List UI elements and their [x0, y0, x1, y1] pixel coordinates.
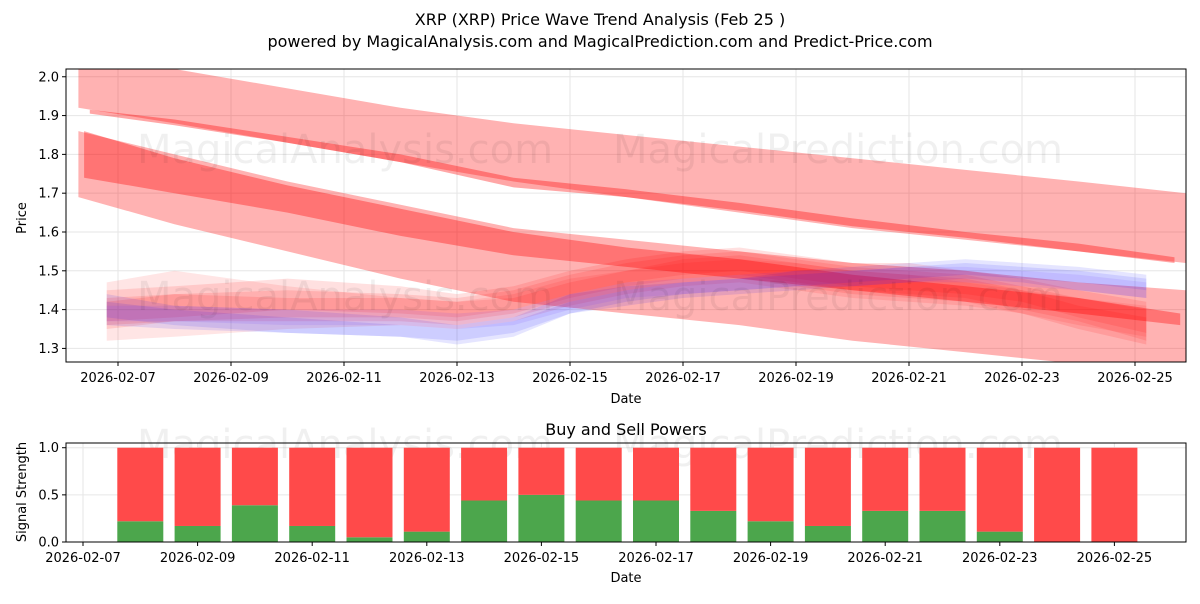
buy-power-bar	[231, 505, 278, 542]
sell-power-bar	[289, 447, 336, 526]
power-x-tick-label: 2026-02-25	[1077, 551, 1153, 566]
power-x-tick-label: 2026-02-15	[504, 551, 580, 566]
sell-power-bar	[231, 447, 278, 506]
watermark-prediction-top: MagicalPrediction.com	[613, 127, 1063, 173]
power-y-axis-label: Signal Strength	[15, 442, 30, 542]
watermark-prediction-mid: MagicalPrediction.com	[613, 274, 1063, 320]
price-band-3	[89, 109, 1175, 263]
power-y-ticks: 0.0 0.5 1.0	[38, 441, 66, 551]
price-y-ticks: 1.3 1.4 1.5 1.6 1.7 1.8 1.9 2.0	[38, 70, 66, 357]
power-chart-title: Buy and Sell Powers	[545, 420, 707, 439]
power-axes-frame	[65, 442, 1187, 543]
buy-power-bar	[862, 510, 909, 542]
price-band-6	[106, 247, 1147, 333]
price-x-tick-label: 2026-02-17	[645, 371, 721, 386]
price-band-7	[106, 259, 1147, 341]
buy-power-bar	[633, 500, 679, 542]
price-y-tick-label: 1.7	[38, 187, 59, 202]
price-band-11	[106, 266, 1147, 329]
price-y-tick-label: 1.9	[38, 109, 59, 124]
buy-power-bar	[690, 510, 737, 542]
power-x-tick-label: 2026-02-21	[847, 551, 923, 566]
price-axes-frame	[65, 68, 1187, 363]
price-band-5	[106, 251, 1147, 341]
price-x-tick-label: 2026-02-07	[80, 371, 156, 386]
buy-power-bar	[117, 521, 164, 542]
sell-power-bar	[575, 447, 622, 501]
buy-power-bar	[518, 494, 565, 542]
price-x-tick-label: 2026-02-11	[306, 371, 382, 386]
sell-power-bar	[804, 447, 851, 526]
price-y-tick-label: 1.4	[38, 303, 59, 318]
power-x-tick-label: 2026-02-11	[274, 551, 350, 566]
power-y-tick-label: 0.0	[38, 536, 59, 551]
power-x-tick-label: 2026-02-07	[45, 551, 121, 566]
power-x-tick-label: 2026-02-09	[160, 551, 236, 566]
power-x-axis-label: Date	[610, 571, 641, 586]
price-grid	[66, 69, 1186, 362]
price-band-8	[106, 255, 1147, 345]
chart-title: XRP (XRP) Price Wave Trend Analysis (Feb…	[415, 10, 785, 29]
power-bars	[117, 447, 1138, 542]
price-x-tick-label: 2026-02-15	[532, 371, 608, 386]
sell-power-bar	[633, 447, 679, 501]
price-y-axis-label: Price	[15, 202, 30, 234]
price-band-9	[106, 259, 1147, 345]
price-y-tick-label: 1.6	[38, 225, 59, 240]
power-x-ticks: 2026-02-07 2026-02-09 2026-02-11 2026-02-13…	[45, 542, 1152, 566]
price-y-tick-label: 2.0	[38, 70, 59, 85]
sell-power-bar	[919, 447, 966, 511]
sell-power-bar	[403, 447, 450, 532]
price-x-axis-label: Date	[610, 392, 641, 407]
buy-power-bar	[174, 525, 221, 542]
price-band-1	[78, 69, 1186, 263]
power-x-tick-label: 2026-02-19	[733, 551, 809, 566]
sell-power-bar	[690, 447, 737, 511]
watermark-analysis-top: MagicalAnalysis.com	[137, 127, 553, 173]
buy-power-bar	[976, 531, 1023, 542]
sell-power-bar	[747, 447, 794, 522]
chart-subtitle: powered by MagicalAnalysis.com and Magic…	[267, 32, 932, 51]
sell-power-bar	[1034, 447, 1081, 542]
price-x-tick-label: 2026-02-21	[871, 371, 947, 386]
sell-power-bar	[518, 447, 565, 495]
buy-power-bar	[346, 537, 393, 542]
buy-power-bar	[575, 500, 622, 542]
buy-power-bar	[747, 521, 794, 542]
power-x-tick-label: 2026-02-13	[389, 551, 465, 566]
sell-power-bar	[461, 447, 508, 501]
buy-power-bar	[919, 510, 966, 542]
price-x-tick-label: 2026-02-13	[419, 371, 495, 386]
sell-power-bar	[117, 447, 164, 522]
sell-power-bar	[1091, 447, 1138, 542]
power-x-tick-label: 2026-02-17	[618, 551, 694, 566]
price-band-4	[84, 131, 1181, 326]
price-x-tick-label: 2026-02-09	[193, 371, 269, 386]
price-y-tick-label: 1.3	[38, 342, 59, 357]
price-x-tick-label: 2026-02-23	[984, 371, 1060, 386]
buy-power-bar	[289, 525, 336, 542]
power-x-tick-label: 2026-02-23	[962, 551, 1038, 566]
power-y-tick-label: 1.0	[38, 441, 59, 456]
price-x-ticks: 2026-02-07 2026-02-09 2026-02-11 2026-02-13…	[80, 362, 1173, 386]
sell-power-bar	[174, 447, 221, 526]
buy-power-bar	[804, 525, 851, 542]
price-band-2	[78, 131, 1186, 362]
price-y-tick-label: 1.5	[38, 264, 59, 279]
buy-power-bar	[461, 500, 508, 542]
watermark-analysis-mid: MagicalAnalysis.com	[137, 274, 553, 320]
price-y-tick-label: 1.8	[38, 148, 59, 163]
price-x-tick-label: 2026-02-19	[758, 371, 834, 386]
power-chart: Buy and Sell Powers MagicalAnalysis.com …	[15, 420, 1187, 586]
buy-power-bar	[403, 531, 450, 542]
price-band-10	[106, 263, 1147, 341]
sell-power-bar	[976, 447, 1023, 532]
price-chart: MagicalAnalysis.com MagicalPrediction.co…	[15, 68, 1187, 407]
sell-power-bar	[862, 447, 909, 511]
price-bands	[78, 69, 1186, 362]
price-x-tick-label: 2026-02-25	[1097, 371, 1173, 386]
sell-power-bar	[346, 447, 393, 538]
power-y-tick-label: 0.5	[38, 488, 59, 503]
